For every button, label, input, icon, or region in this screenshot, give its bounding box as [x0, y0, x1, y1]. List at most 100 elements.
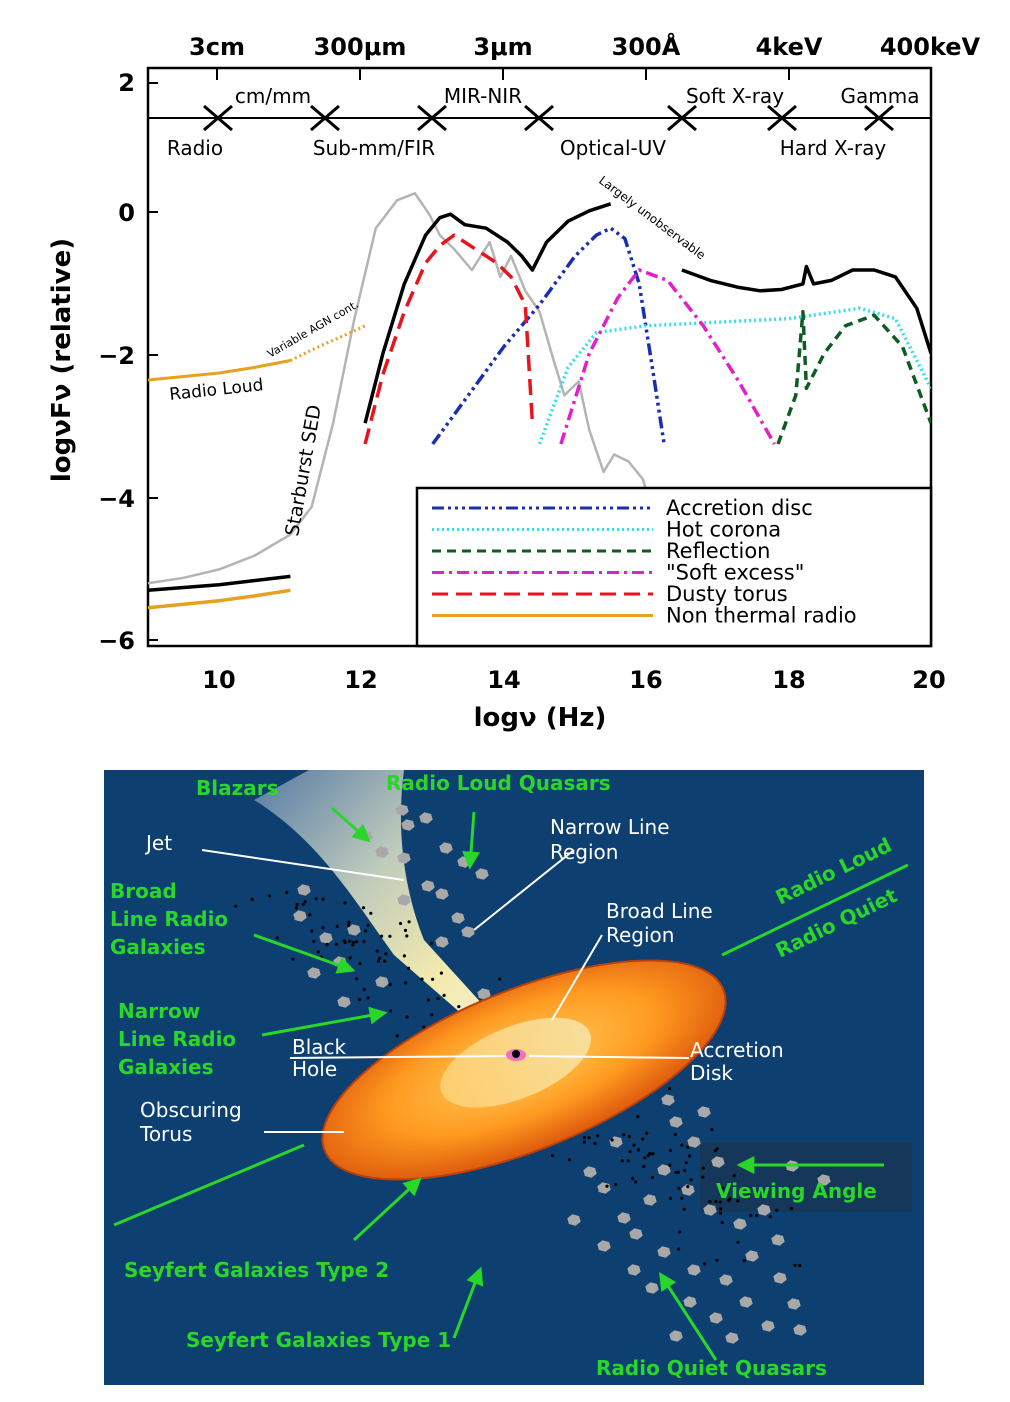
cloud-icon	[375, 976, 389, 988]
legend-label: Reflection	[666, 539, 771, 563]
small-cloud-dot	[388, 1009, 393, 1013]
small-cloud-dot	[646, 1153, 650, 1158]
top-axis-label: 3μm	[473, 33, 532, 61]
small-cloud-dot	[362, 988, 366, 992]
band-label: Optical-UV	[560, 136, 667, 160]
small-cloud-dot	[582, 1140, 586, 1144]
cloud-icon	[703, 1204, 717, 1216]
cloud-icon	[669, 1330, 683, 1342]
small-cloud-dot	[689, 1178, 693, 1182]
series-line-4	[363, 233, 535, 445]
small-cloud-dot	[358, 961, 362, 966]
legend-label: Non thermal radio	[666, 604, 857, 628]
small-cloud-dot	[295, 902, 299, 906]
cloud-icon	[745, 1250, 759, 1262]
y-tick-label: 2	[118, 69, 135, 97]
chart-curves	[148, 192, 931, 610]
small-cloud-dot	[637, 1148, 641, 1152]
cloud-icon	[657, 1246, 671, 1258]
cloud-icon	[657, 1164, 671, 1176]
small-cloud-dot	[626, 1159, 630, 1163]
label-broad-line-region: Region	[606, 923, 674, 947]
small-cloud-dot	[713, 1149, 718, 1153]
small-cloud-dot	[678, 1230, 682, 1234]
y-axis-title: logνFν (relative)	[47, 238, 77, 482]
cloud-icon	[725, 1332, 739, 1344]
small-cloud-dot	[736, 1199, 740, 1203]
small-cloud-dot	[321, 897, 325, 901]
small-cloud-dot	[234, 904, 238, 908]
small-cloud-dot	[355, 940, 359, 944]
small-cloud-dot	[687, 1154, 692, 1158]
small-cloud-dot	[366, 996, 370, 1000]
small-cloud-dot	[715, 1258, 719, 1262]
cloud-icon	[297, 884, 311, 896]
small-cloud-dot	[431, 977, 435, 981]
small-cloud-dot	[677, 1186, 681, 1190]
label-narrow-line-region: Narrow Line	[550, 815, 670, 839]
legend-label: Dusty torus	[666, 582, 788, 606]
small-cloud-dot	[439, 971, 443, 975]
small-cloud-dot	[720, 1220, 724, 1224]
small-cloud-dot	[632, 1143, 636, 1147]
y-tick-label: −4	[98, 485, 135, 513]
small-cloud-dot	[316, 950, 320, 954]
legend-label: Accretion disc	[666, 496, 813, 520]
small-cloud-dot	[314, 897, 318, 901]
small-cloud-dot	[348, 939, 352, 943]
small-cloud-dot	[651, 1152, 655, 1156]
small-cloud-dot	[402, 954, 406, 958]
label-broad-line-radio-galaxies: Broad	[110, 879, 177, 903]
cloud-icon	[293, 910, 307, 922]
cloud-icon	[319, 932, 333, 944]
small-cloud-dot	[312, 939, 316, 943]
label-black-hole: Hole	[292, 1057, 337, 1081]
label-accretion-disk: Accretion	[690, 1038, 784, 1062]
small-cloud-dot	[719, 1207, 723, 1211]
small-cloud-dot	[720, 1186, 725, 1190]
cloud-icon	[475, 868, 489, 880]
label-narrow-line-radio-galaxies: Line Radio	[118, 1027, 236, 1051]
small-cloud-dot	[710, 1127, 714, 1132]
small-cloud-dot	[732, 1174, 736, 1178]
sed-chart: 3cm 300μm 3μm 300Å 4keV 400keV cm/mm MIR…	[47, 32, 981, 733]
label-narrow-line-region: Region	[550, 840, 618, 864]
label-obscuring-torus: Torus	[139, 1122, 192, 1146]
small-cloud-dot	[641, 1137, 645, 1141]
cloud-icon	[719, 1274, 733, 1286]
small-cloud-dot	[718, 1211, 723, 1215]
band-label: Hard X-ray	[780, 136, 887, 160]
small-cloud-dot	[355, 977, 359, 981]
small-cloud-dot	[351, 943, 355, 947]
x-tick-label: 20	[912, 666, 945, 694]
black-hole	[512, 1050, 520, 1058]
small-cloud-dot	[364, 929, 368, 933]
small-cloud-dot	[380, 934, 384, 938]
legend-label: "Soft excess"	[666, 561, 804, 585]
small-cloud-dot	[674, 1170, 678, 1174]
cloud-icon	[669, 1116, 683, 1128]
small-cloud-dot	[285, 890, 289, 895]
band-label: Soft X-ray	[686, 84, 784, 108]
small-cloud-dot	[667, 1087, 672, 1091]
band-label: cm/mm	[235, 84, 311, 108]
small-cloud-dot	[430, 1013, 434, 1017]
small-cloud-dot	[627, 1134, 632, 1139]
small-cloud-dot	[442, 993, 446, 997]
cloud-icon	[307, 967, 321, 979]
cloud-icon	[773, 1272, 787, 1284]
small-cloud-dot	[642, 1164, 646, 1169]
agn-unification-diagram: Blazars Radio Loud Quasars Broad Line Ra…	[104, 770, 924, 1385]
cloud-icon	[421, 880, 435, 892]
label-viewing-angle: Viewing Angle	[716, 1179, 877, 1203]
small-cloud-dot	[680, 1196, 684, 1200]
band-markers	[203, 104, 894, 132]
small-cloud-dot	[436, 997, 440, 1001]
small-cloud-dot	[498, 977, 502, 981]
cloud-icon	[375, 846, 389, 858]
small-cloud-dot	[673, 1133, 677, 1137]
small-cloud-dot	[406, 966, 411, 970]
series-line-1	[537, 306, 931, 445]
small-cloud-dot	[747, 1191, 751, 1196]
cloud-icon	[793, 1324, 807, 1336]
